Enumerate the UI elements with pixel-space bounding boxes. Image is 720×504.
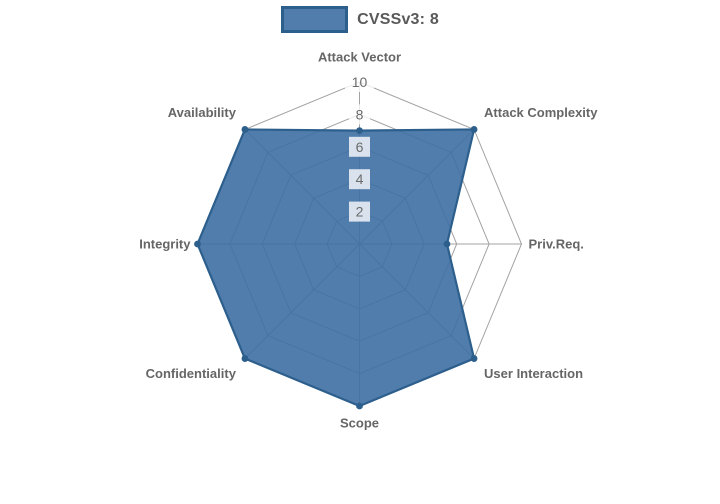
- data-point-marker: [356, 127, 363, 134]
- tick-backdrop: [345, 72, 374, 92]
- radar-series: [194, 126, 478, 410]
- tick-label: 8: [356, 106, 364, 122]
- tick-label: 2: [356, 204, 364, 220]
- data-point-marker: [194, 240, 201, 248]
- tick-label: 10: [352, 74, 368, 90]
- axis-label-attack-complexity: Attack Complexity: [484, 105, 598, 120]
- data-point-marker: [356, 402, 363, 410]
- tick-backdrop: [349, 136, 370, 157]
- data-point-marker: [241, 355, 249, 362]
- axis-label-priv-req: Priv.Req.: [529, 237, 584, 252]
- radar-axis-labels: Attack Vector Attack Complexity Priv.Req. U…: [139, 50, 598, 431]
- tick-backdrop: [349, 169, 370, 190]
- axis-label-integrity: Integrity: [139, 237, 191, 252]
- data-point-marker: [470, 355, 478, 362]
- axis-label-scope: Scope: [340, 416, 379, 431]
- legend-label: CVSSv3: 8: [357, 10, 439, 28]
- tick-backdrop: [349, 201, 370, 222]
- radar-tick-labels: 2 4 6 8 10: [345, 72, 374, 222]
- axis-label-attack-vector: Attack Vector: [318, 50, 401, 65]
- data-point-marker: [241, 126, 249, 133]
- axis-label-confidentiality: Confidentiality: [146, 366, 237, 381]
- tick-label: 6: [356, 139, 364, 155]
- axis-label-user-interaction: User Interaction: [484, 366, 583, 381]
- legend-swatch: [281, 6, 349, 33]
- tick-backdrop: [349, 104, 370, 125]
- tick-label: 4: [356, 171, 364, 187]
- series-polygon: [196, 128, 476, 408]
- data-point-marker: [470, 126, 478, 133]
- data-point-marker: [443, 240, 451, 248]
- axis-label-availability: Availability: [168, 105, 237, 120]
- chart-legend[interactable]: CVSSv3: 8: [0, 6, 720, 33]
